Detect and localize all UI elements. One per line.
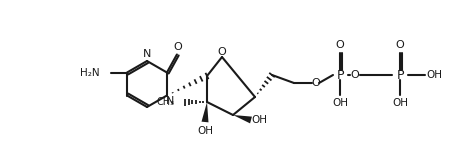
Text: O: O	[350, 70, 359, 80]
Text: O: O	[312, 78, 320, 88]
Text: OH: OH	[332, 98, 348, 108]
Text: O: O	[396, 40, 405, 50]
Text: P: P	[396, 69, 404, 82]
Text: CH₃: CH₃	[157, 97, 175, 107]
Polygon shape	[202, 102, 209, 122]
Text: N: N	[143, 49, 151, 59]
Text: N: N	[166, 95, 174, 106]
Text: O: O	[218, 47, 227, 57]
Text: O: O	[173, 42, 182, 51]
Text: P: P	[336, 69, 344, 82]
Text: OH: OH	[197, 126, 213, 136]
Text: H₂N: H₂N	[81, 68, 100, 78]
Text: OH: OH	[426, 70, 442, 80]
Polygon shape	[233, 115, 252, 123]
Text: O: O	[336, 40, 344, 50]
Text: OH: OH	[392, 98, 408, 108]
Text: OH: OH	[251, 115, 267, 125]
